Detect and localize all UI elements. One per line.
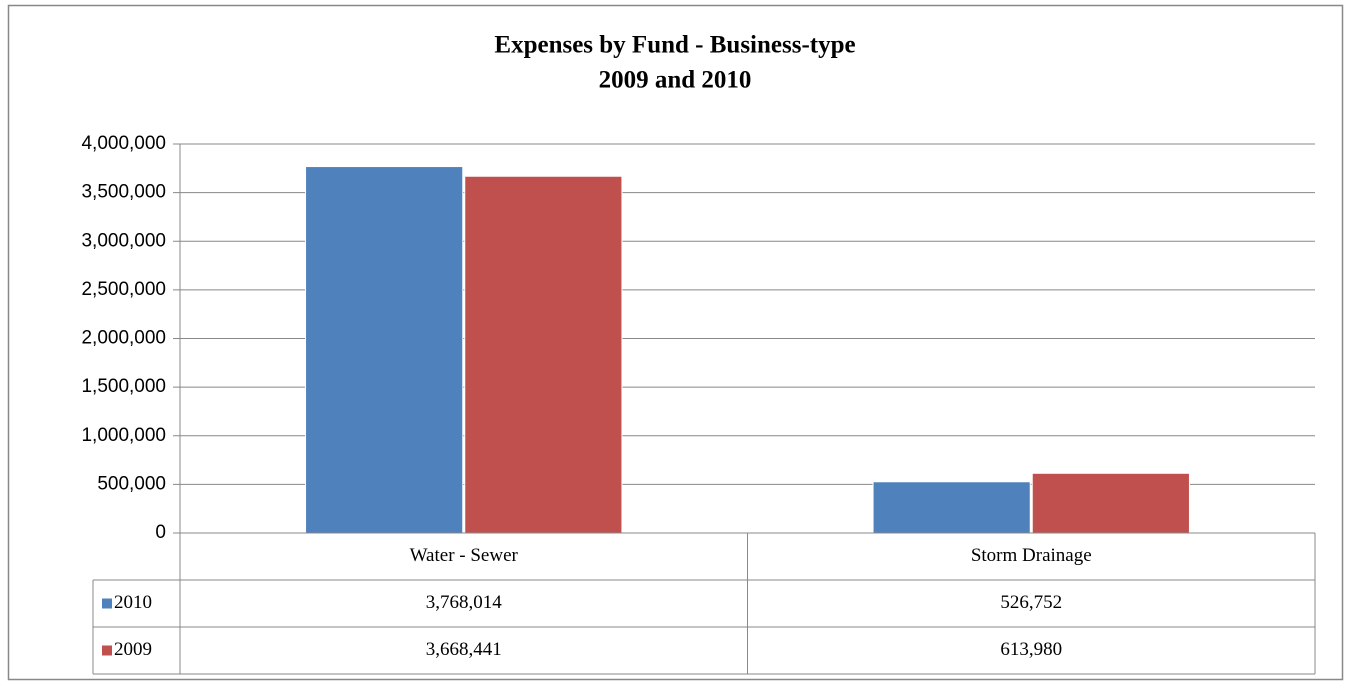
table-value: 3,668,441	[426, 639, 502, 660]
x-tick-label: Storm Drainage	[971, 545, 1092, 566]
y-tick-label: 3,500,000	[81, 182, 166, 203]
x-tick-label: Water - Sewer	[410, 545, 519, 566]
legend-label: 2009	[114, 639, 152, 660]
table-value: 3,768,014	[426, 592, 503, 613]
y-tick-label: 2,000,000	[81, 328, 166, 349]
y-tick-label: 1,000,000	[81, 425, 166, 446]
y-tick-label: 3,000,000	[81, 230, 166, 251]
y-tick-label: 1,500,000	[81, 376, 166, 397]
bar	[872, 481, 1031, 534]
legend-swatch	[102, 645, 112, 656]
chart-title: Expenses by Fund - Business-type	[494, 32, 855, 59]
y-tick-label: 0	[155, 522, 166, 543]
table-value: 526,752	[1000, 592, 1062, 613]
legend-label: 2010	[114, 592, 152, 613]
bar	[1031, 472, 1190, 534]
legend-swatch	[102, 598, 112, 609]
y-tick-label: 4,000,000	[81, 133, 166, 154]
chart-subtitle: 2009 and 2010	[599, 67, 752, 94]
bar	[305, 166, 464, 534]
chart-border	[7, 4, 1344, 681]
y-tick-label: 500,000	[97, 473, 166, 494]
table-value: 613,980	[1000, 639, 1062, 660]
bar	[464, 175, 623, 534]
y-tick-label: 2,500,000	[81, 279, 166, 300]
